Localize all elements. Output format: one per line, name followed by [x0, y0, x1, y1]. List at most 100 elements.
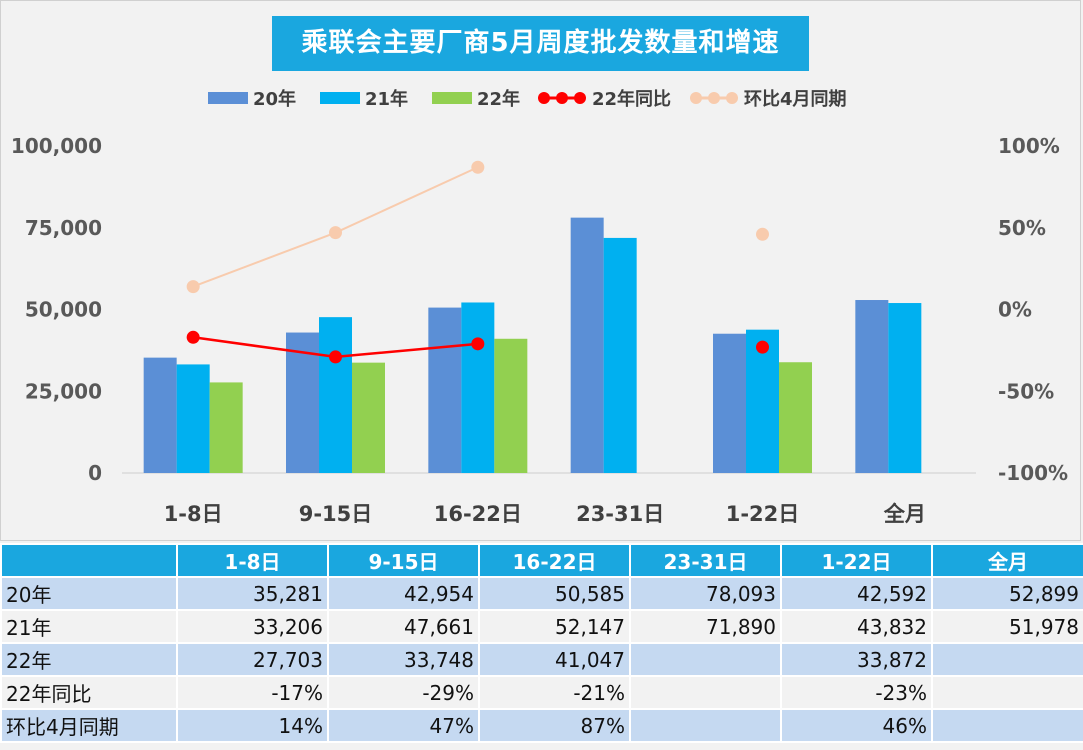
legend-swatch-20年: [208, 92, 248, 104]
table-row-label: 21年: [0, 609, 178, 644]
chart-title: 乘联会主要厂商5月周度批发数量和增速: [272, 16, 809, 71]
y-left-tick-label: 100,000: [11, 134, 102, 158]
legend-swatch-22年: [432, 92, 472, 104]
table-row: 22年同比 -17% -29% -21% -23%: [0, 675, 1083, 710]
point-环比4月同期: [329, 226, 342, 240]
data-table: 1-8日 9-15日 16-22日 23-31日 1-22日 全月 20年 35…: [0, 543, 1083, 743]
bar-21年: [461, 302, 495, 473]
table-row-label: 22年: [0, 642, 178, 677]
y-right-tick-label: -50%: [998, 379, 1054, 403]
table-header-cell: 9-15日: [327, 543, 480, 578]
bar-21年: [176, 364, 210, 473]
y-left-tick-label: 75,000: [25, 216, 102, 240]
bar-22年: [209, 382, 243, 473]
y-right-tick-label: 100%: [998, 134, 1060, 158]
y-left-tick-label: 25,000: [25, 379, 102, 403]
legend-label: 22年同比: [592, 88, 671, 110]
table-cell: 43,832: [780, 609, 933, 644]
point-22年同比: [756, 340, 769, 354]
bar-22年: [494, 338, 528, 473]
combo-chart: 0 25,000 50,000 75,000 100,000 -100% -50% 0% 50%…: [11, 88, 1068, 526]
table-cell: [629, 675, 782, 710]
y-left-tick-label: 0: [88, 461, 102, 485]
table-cell: 41,047: [478, 642, 631, 677]
bar-20年: [428, 307, 462, 473]
table-cell: 14%: [176, 708, 329, 743]
legend-label: 22年: [477, 88, 520, 110]
table-cell: 42,954: [327, 576, 480, 611]
table-header-cell: 全月: [931, 543, 1083, 578]
bar-22年: [779, 362, 812, 473]
table-cell: 78,093: [629, 576, 782, 611]
bar-20年: [713, 333, 746, 473]
table-header-cell: 16-22日: [478, 543, 631, 578]
bar-20年: [855, 300, 889, 473]
table-header-cell: 23-31日: [629, 543, 782, 578]
table-row: 21年 33,206 47,661 52,147 71,890 43,832 5…: [0, 609, 1083, 644]
table-header-row: 1-8日 9-15日 16-22日 23-31日 1-22日 全月: [0, 543, 1083, 578]
legend-marker-环比4月同期: [726, 92, 738, 104]
table-cell: 33,872: [780, 642, 933, 677]
table-cell: 47%: [327, 708, 480, 743]
x-tick-label: 23-31日: [576, 502, 664, 526]
table-row: 20年 35,281 42,954 50,585 78,093 42,592 5…: [0, 576, 1083, 611]
table-header-cell: 1-8日: [176, 543, 329, 578]
bar-21年: [888, 303, 922, 473]
table-cell: -17%: [176, 675, 329, 710]
table-row-label: 22年同比: [0, 675, 178, 710]
table-cell: 52,899: [931, 576, 1083, 611]
table-cell: 42,592: [780, 576, 933, 611]
table-cell: 51,978: [931, 609, 1083, 644]
x-tick-label: 9-15日: [299, 502, 373, 526]
legend-marker-22年同比: [574, 92, 586, 104]
table-row: 22年 27,703 33,748 41,047 33,872: [0, 642, 1083, 677]
x-tick-label: 全月: [883, 502, 926, 526]
y-left-tick-label: 50,000: [25, 298, 102, 322]
table-cell: 33,206: [176, 609, 329, 644]
table-cell: 33,748: [327, 642, 480, 677]
legend-label: 环比4月同期: [744, 89, 847, 110]
table-row-label: 20年: [0, 576, 178, 611]
legend-marker-环比4月同期: [708, 92, 720, 104]
legend-label: 20年: [253, 88, 296, 110]
table-cell: 71,890: [629, 609, 782, 644]
legend-marker-22年同比: [556, 92, 568, 104]
point-环比4月同期: [471, 160, 485, 174]
table-cell: [629, 708, 782, 743]
bar-21年: [603, 237, 637, 473]
point-22年同比: [471, 337, 485, 351]
table-cell: [931, 642, 1083, 677]
point-环比4月同期: [186, 280, 200, 294]
bar-20年: [570, 217, 604, 473]
table-corner-cell: [0, 543, 178, 578]
bar-20年: [143, 357, 177, 473]
y-right-tick-label: -100%: [998, 461, 1068, 485]
point-环比4月同期: [756, 227, 769, 241]
table-cell: [931, 675, 1083, 710]
table-cell: 46%: [780, 708, 933, 743]
x-tick-label: 1-22日: [726, 502, 800, 526]
y-right-tick-label: 0%: [998, 298, 1032, 322]
legend-marker-环比4月同期: [690, 92, 702, 104]
table-cell: 50,585: [478, 576, 631, 611]
table-cell: -29%: [327, 675, 480, 710]
table-cell: 87%: [478, 708, 631, 743]
table-header-cell: 1-22日: [780, 543, 933, 578]
table-cell: -21%: [478, 675, 631, 710]
y-right-tick-label: 50%: [998, 216, 1046, 240]
legend-swatch-21年: [320, 92, 360, 104]
x-tick-label: 16-22日: [434, 502, 522, 526]
legend-marker-22年同比: [538, 92, 550, 104]
table-cell: 52,147: [478, 609, 631, 644]
point-22年同比: [186, 330, 200, 344]
bar-20年: [286, 332, 319, 473]
table-row: 环比4月同期 14% 47% 87% 46%: [0, 708, 1083, 743]
point-22年同比: [329, 350, 342, 364]
bar-22年: [352, 362, 385, 473]
table-cell: [931, 708, 1083, 743]
table-row-label: 环比4月同期: [0, 708, 178, 743]
bar-21年: [319, 317, 352, 473]
table-cell: 35,281: [176, 576, 329, 611]
table-cell: [629, 642, 782, 677]
x-tick-label: 1-8日: [164, 502, 223, 526]
